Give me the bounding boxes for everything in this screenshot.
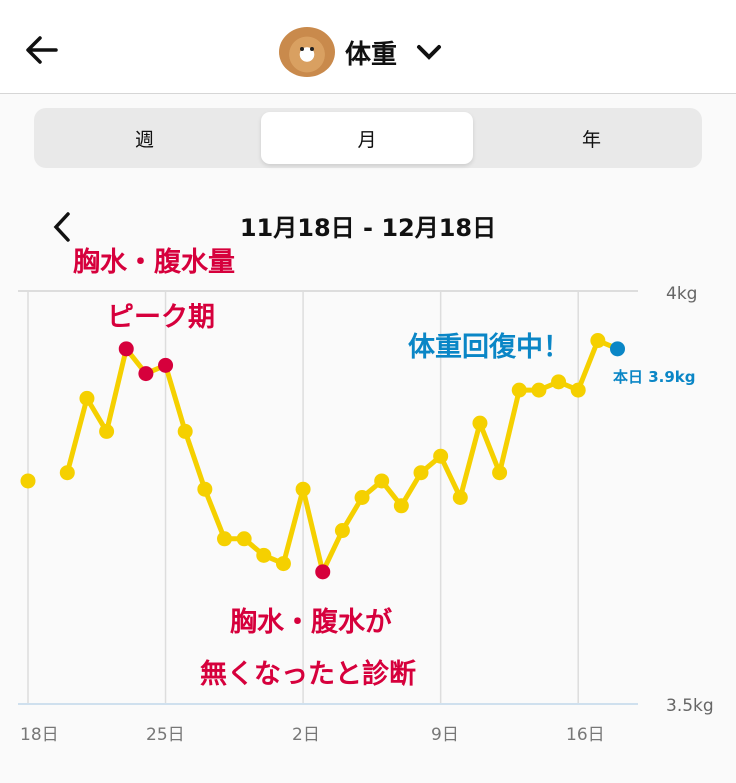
period-segmented-control: 週 月 年 <box>34 108 702 168</box>
data-point <box>99 423 115 439</box>
data-point <box>197 481 213 497</box>
data-point <box>511 382 527 398</box>
annotation-today: 本日 3.9kg <box>613 368 696 386</box>
data-point-highlight <box>315 564 331 580</box>
data-point <box>177 423 193 439</box>
data-point <box>433 448 449 464</box>
data-point-today <box>610 341 625 357</box>
data-point <box>334 523 350 539</box>
date-range: 11月18日 - 12月18日 <box>239 214 497 242</box>
y-tick-label: 4kg <box>666 284 698 304</box>
data-point <box>472 415 488 431</box>
data-point <box>59 465 75 481</box>
x-tick-label: 25日 <box>146 725 185 745</box>
data-point <box>295 481 311 497</box>
x-tick-label: 2日 <box>292 725 320 745</box>
tab-year[interactable]: 年 <box>581 128 601 151</box>
y-tick-label: 3.5kg <box>666 696 714 716</box>
annotation-diagnosis-1: 胸水・腹水が <box>230 607 392 638</box>
tab-week[interactable]: 週 <box>134 128 154 151</box>
data-point <box>275 556 291 572</box>
data-point <box>551 374 567 390</box>
data-point <box>354 490 370 505</box>
chevron-left-icon[interactable] <box>50 210 74 244</box>
data-point-highlight <box>158 357 174 373</box>
data-point <box>413 465 429 481</box>
metric-selector[interactable]: 体重 <box>279 27 443 77</box>
annotation-diagnosis-2: 無くなったと診断 <box>200 659 416 690</box>
data-point <box>217 531 232 547</box>
annotation-peak-2: ピーク期 <box>107 302 215 333</box>
x-tick-label: 18日 <box>20 725 59 745</box>
data-point <box>590 333 606 349</box>
page-title: 体重 <box>345 39 398 70</box>
data-point <box>393 498 409 514</box>
data-point <box>492 465 508 481</box>
annotation-recovery: 体重回復中！ <box>408 332 570 363</box>
data-point-highlight <box>118 341 134 357</box>
x-tick-label: 9日 <box>431 725 459 745</box>
data-point <box>374 473 390 489</box>
data-point <box>236 531 252 547</box>
data-point <box>531 382 547 398</box>
data-point <box>570 382 586 398</box>
data-point <box>452 490 468 505</box>
data-point <box>20 473 36 489</box>
app-header: 体重 <box>0 0 736 94</box>
arrow-left-icon[interactable] <box>22 30 62 70</box>
x-tick-label: 16日 <box>566 725 605 745</box>
annotation-peak-1: 胸水・腹水量 <box>73 247 235 278</box>
data-point <box>256 547 272 563</box>
data-point-highlight <box>138 366 154 382</box>
chevron-down-icon[interactable] <box>415 42 443 62</box>
data-point <box>79 390 95 406</box>
cat-avatar <box>279 27 335 77</box>
tab-month[interactable]: 月 <box>261 112 473 164</box>
